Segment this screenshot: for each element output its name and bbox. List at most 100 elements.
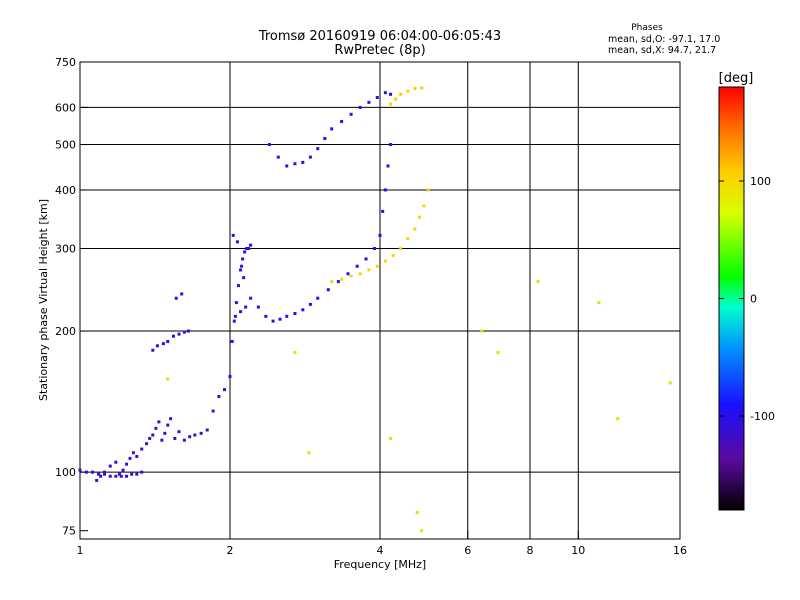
point-f-layer-x-trace [406, 237, 410, 241]
point-upper-trace [308, 155, 312, 159]
point-isolated-points [536, 280, 540, 284]
point-low-frequency-scatter [177, 430, 181, 434]
point-isolated-points [415, 511, 419, 515]
point-isolated-points [496, 350, 500, 354]
data-points [78, 86, 672, 533]
point-upper-trace [293, 162, 297, 166]
point-f-layer-x-trace [340, 277, 344, 281]
point-f-layer-x-trace [417, 215, 421, 219]
point-upper-x-trace [420, 86, 424, 90]
point-isolated-points [307, 451, 311, 455]
point-upper-trace [375, 95, 379, 99]
point-upper-trace [383, 91, 387, 95]
point-f-layer-x-trace [422, 204, 426, 208]
point-low-frequency-scatter [108, 464, 112, 468]
point-upper-trace [358, 105, 362, 109]
point-e-to-f-transition [240, 264, 244, 268]
point-sporadic-patch [182, 330, 186, 334]
point-low-frequency-scatter [135, 454, 139, 458]
point-f-layer-x-trace [391, 253, 395, 257]
y-axis-label: Stationary phase Virtual Height [km] [37, 199, 50, 401]
point-f-layer-o-trace [264, 314, 268, 318]
point-upper-trace [285, 164, 289, 168]
point-upper-trace [349, 112, 353, 116]
point-e-to-f-transition [233, 314, 237, 318]
point-upper-x-trace [399, 92, 403, 96]
y-tick-label: 400 [55, 184, 76, 197]
point-low-frequency-trace [78, 468, 82, 472]
point-upper-trace [330, 127, 334, 131]
point-f-layer-o-trace [381, 209, 385, 213]
point-upper-trace [340, 119, 344, 123]
point-low-frequency-scatter [199, 431, 203, 435]
point-isolated-points [668, 381, 672, 385]
point-low-frequency-trace [108, 474, 112, 478]
point-low-frequency-scatter [151, 433, 155, 437]
point-upper-trace [301, 160, 305, 164]
point-f-layer-o-trace [386, 164, 390, 168]
point-low-frequency-scatter [188, 435, 192, 439]
point-e-to-f-transition [230, 339, 234, 343]
point-sporadic-patch [177, 332, 181, 336]
point-low-frequency-trace [130, 472, 134, 476]
x-tick-label: 6 [464, 544, 471, 557]
point-e-to-f-transition [236, 284, 240, 288]
point-sporadic-patch [166, 339, 170, 343]
point-upper-trace [267, 143, 271, 147]
point-sporadic-patch [151, 348, 155, 352]
point-f-layer-x-trace [358, 272, 362, 276]
point-e-to-f-transition [234, 301, 238, 305]
point-f-layer-x-trace [399, 247, 403, 251]
point-e-to-f-transition [241, 257, 245, 261]
point-f-layer-o-trace [389, 143, 393, 147]
point-upper-trace [389, 92, 393, 96]
x-axis-label: Frequency [MHz] [334, 558, 426, 571]
point-sporadic-patch [171, 334, 175, 338]
point-f-layer-o-trace [336, 280, 340, 284]
point-low-frequency-trace [91, 470, 95, 474]
point-upper-trace [323, 137, 327, 141]
y-tick-label: 500 [55, 139, 76, 152]
y-tick-label: 300 [55, 243, 76, 256]
point-f-layer-x-trace [349, 274, 353, 278]
point-f-layer-o-trace [355, 264, 359, 268]
point-low-frequency-scatter [145, 442, 149, 446]
point-low-frequency-scatter [99, 474, 103, 478]
point-f-layer-o-trace [301, 308, 305, 312]
point-low-frequency-scatter [95, 478, 99, 482]
point-low-frequency-trace [97, 472, 101, 476]
point-sporadic-patch [180, 292, 184, 296]
x-tick-label: 1 [77, 544, 84, 557]
point-f-layer-x-trace [330, 280, 334, 284]
point-low-frequency-scatter [128, 456, 132, 460]
point-upper-trace [276, 155, 280, 159]
point-low-frequency-scatter [121, 468, 125, 472]
point-low-frequency-scatter [125, 462, 129, 466]
point-e-to-f-transition [239, 310, 243, 314]
y-tick-label: 100 [55, 466, 76, 479]
point-isolated-points [166, 377, 170, 381]
point-isolated-points [389, 436, 393, 440]
point-e-to-f-transition [232, 319, 236, 323]
point-f-layer-o-trace [378, 233, 382, 237]
point-low-frequency-scatter [166, 423, 170, 427]
colorbar-tick-label: 100 [750, 175, 771, 188]
point-f-layer-o-trace [249, 296, 253, 300]
x-tick-label: 8 [527, 544, 534, 557]
point-isolated-points [480, 329, 484, 333]
colorbar-ticks: 100 0 -100 [719, 175, 775, 423]
point-upper-x-trace [389, 102, 393, 106]
point-low-frequency-trace [125, 474, 129, 478]
point-f-layer-o-trace [271, 319, 275, 323]
x-tick-label: 2 [227, 544, 234, 557]
grid-lines [80, 62, 680, 539]
point-low-frequency-trace [119, 474, 123, 478]
point-f-layer-o-trace [293, 312, 297, 316]
x-tick-label: 10 [571, 544, 585, 557]
point-f-layer-o-trace [326, 288, 330, 292]
point-f-layer-x-trace [426, 188, 430, 192]
point-e-to-f-transition [231, 233, 235, 237]
point-upper-trace [316, 147, 320, 151]
point-low-frequency-scatter [157, 420, 161, 424]
